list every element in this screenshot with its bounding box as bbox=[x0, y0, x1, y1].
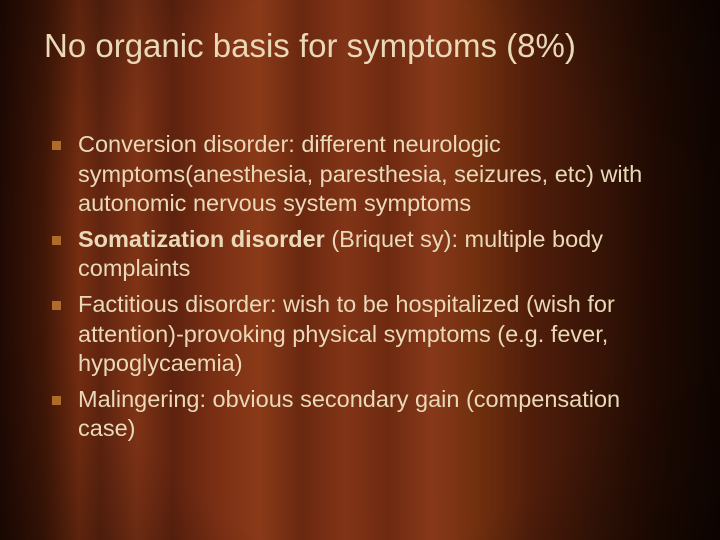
bullet-item: Malingering: obvious secondary gain (com… bbox=[48, 385, 672, 444]
bullet-item: Conversion disorder: different neurologi… bbox=[48, 130, 672, 219]
bullet-item: Factitious disorder: wish to be hospital… bbox=[48, 290, 672, 379]
slide: No organic basis for symptoms (8%) Conve… bbox=[0, 0, 720, 540]
bullet-text-run: Factitious disorder: wish to be hospital… bbox=[78, 291, 615, 376]
bullet-text-run: Somatization disorder bbox=[78, 226, 325, 252]
bullet-list: Conversion disorder: different neurologi… bbox=[48, 130, 672, 444]
bullet-text-run: Malingering: obvious secondary gain (com… bbox=[78, 386, 620, 442]
slide-title: No organic basis for symptoms (8%) bbox=[44, 28, 690, 64]
bullet-text-run: Conversion disorder: different neurologi… bbox=[78, 131, 642, 216]
bullet-item: Somatization disorder (Briquet sy): mult… bbox=[48, 225, 672, 284]
slide-body: Conversion disorder: different neurologi… bbox=[48, 130, 672, 450]
